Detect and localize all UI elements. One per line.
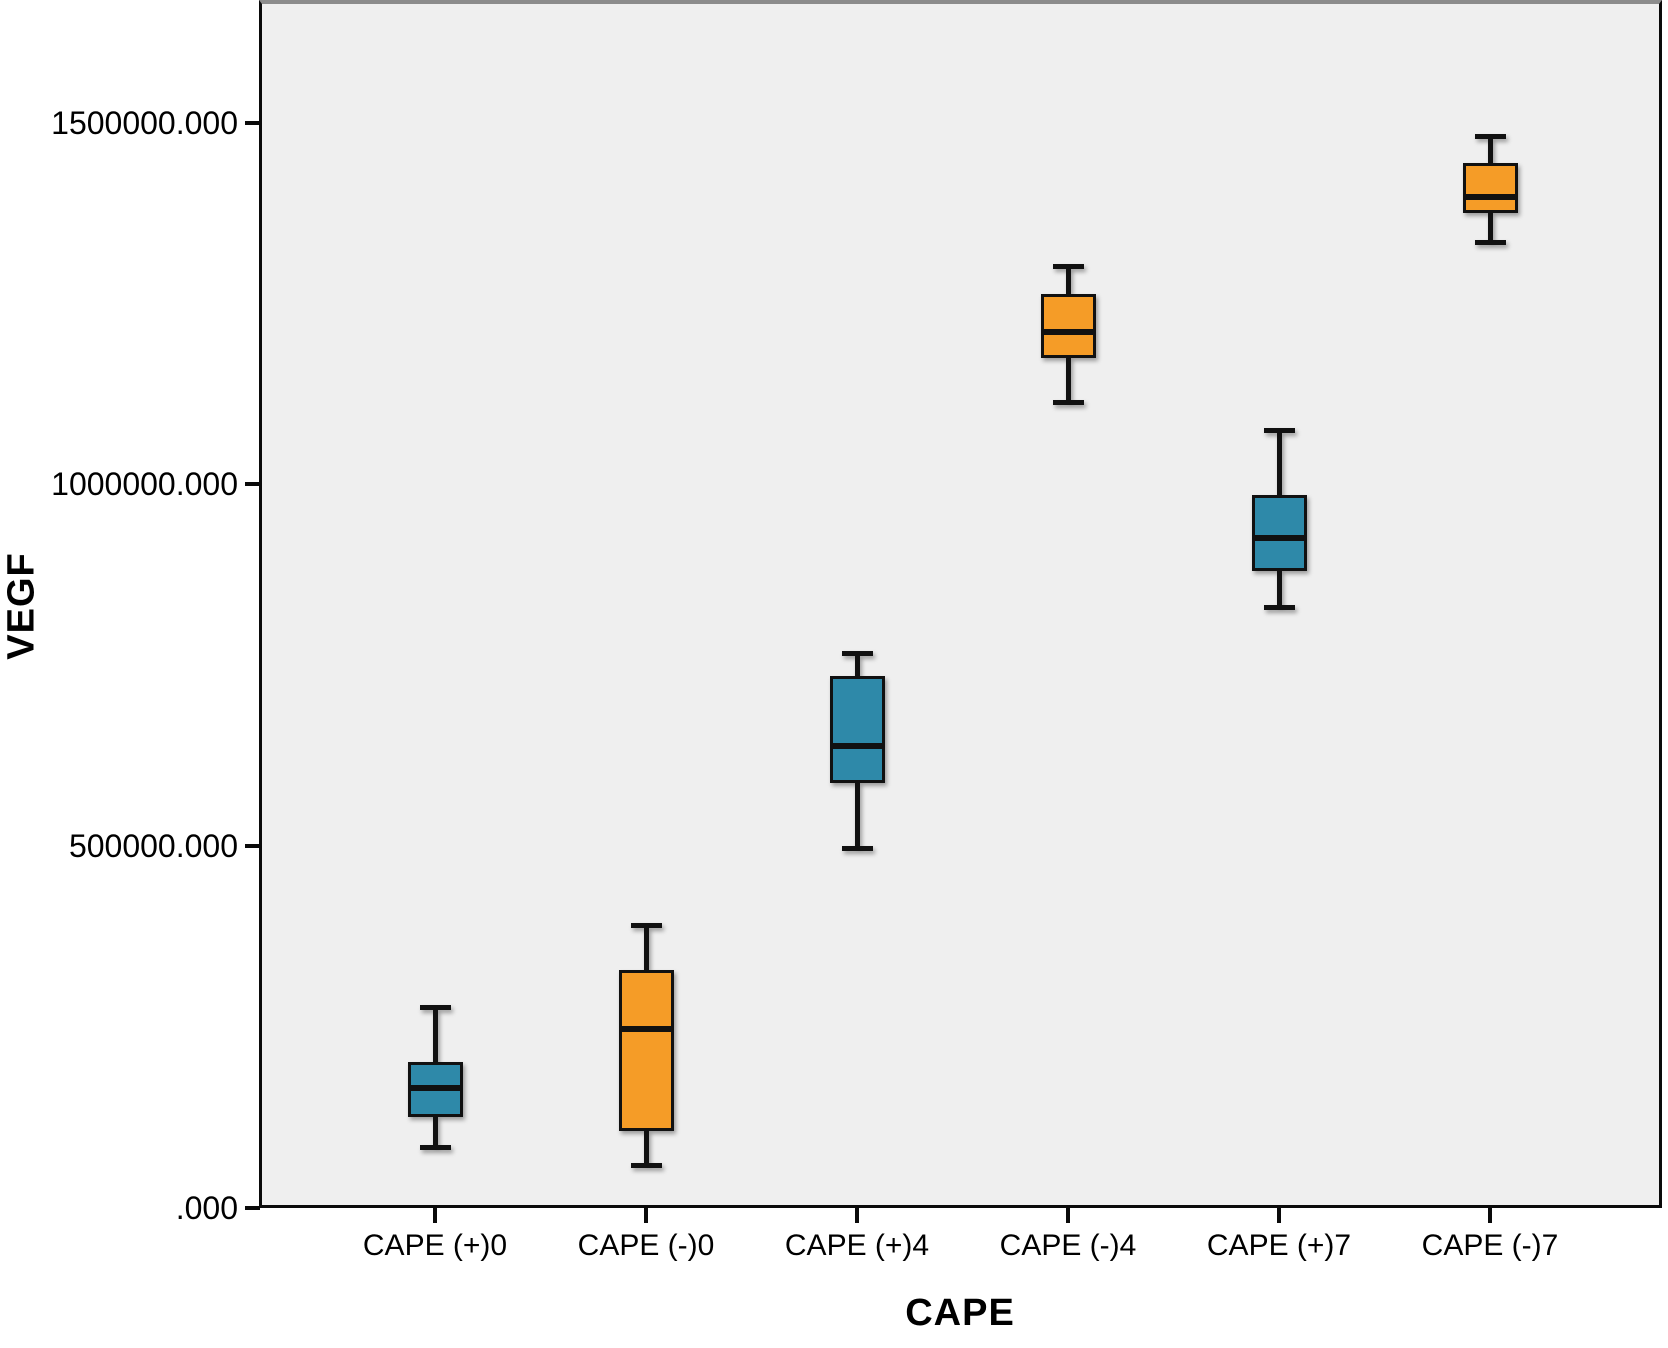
x-axis-tick-label: CAPE (+)7 [1206,1229,1352,1262]
x-axis-tick [644,1208,648,1223]
y-axis-tick [245,844,260,849]
x-axis-tick [1277,1208,1281,1223]
y-axis-tick-label: .000 [175,1190,238,1226]
x-axis-tick-label: CAPE (+)0 [362,1229,508,1262]
x-axis-tick [855,1208,859,1223]
x-axis-tick-label: CAPE (-)0 [577,1229,715,1262]
y-axis-tick-label: 1000000.000 [51,466,238,503]
x-axis-tick [1488,1208,1492,1223]
y-axis-tick [245,120,260,125]
x-axis-tick-label: CAPE (+)4 [784,1229,930,1262]
y-axis-tick [245,482,260,487]
x-axis-title: CAPE [905,1292,1015,1334]
x-axis-tick-label: CAPE (-)7 [1421,1229,1559,1262]
y-axis-tick [245,1206,260,1210]
plot-area [259,0,1662,1208]
x-axis-tick [433,1208,437,1223]
y-axis-title: VEGF [0,552,43,660]
x-axis-tick-label: CAPE (-)4 [999,1229,1137,1262]
x-axis-tick [1066,1208,1070,1223]
y-axis-tick-label: 500000.000 [68,828,238,865]
y-axis-tick-label: 1500000.000 [51,104,238,141]
